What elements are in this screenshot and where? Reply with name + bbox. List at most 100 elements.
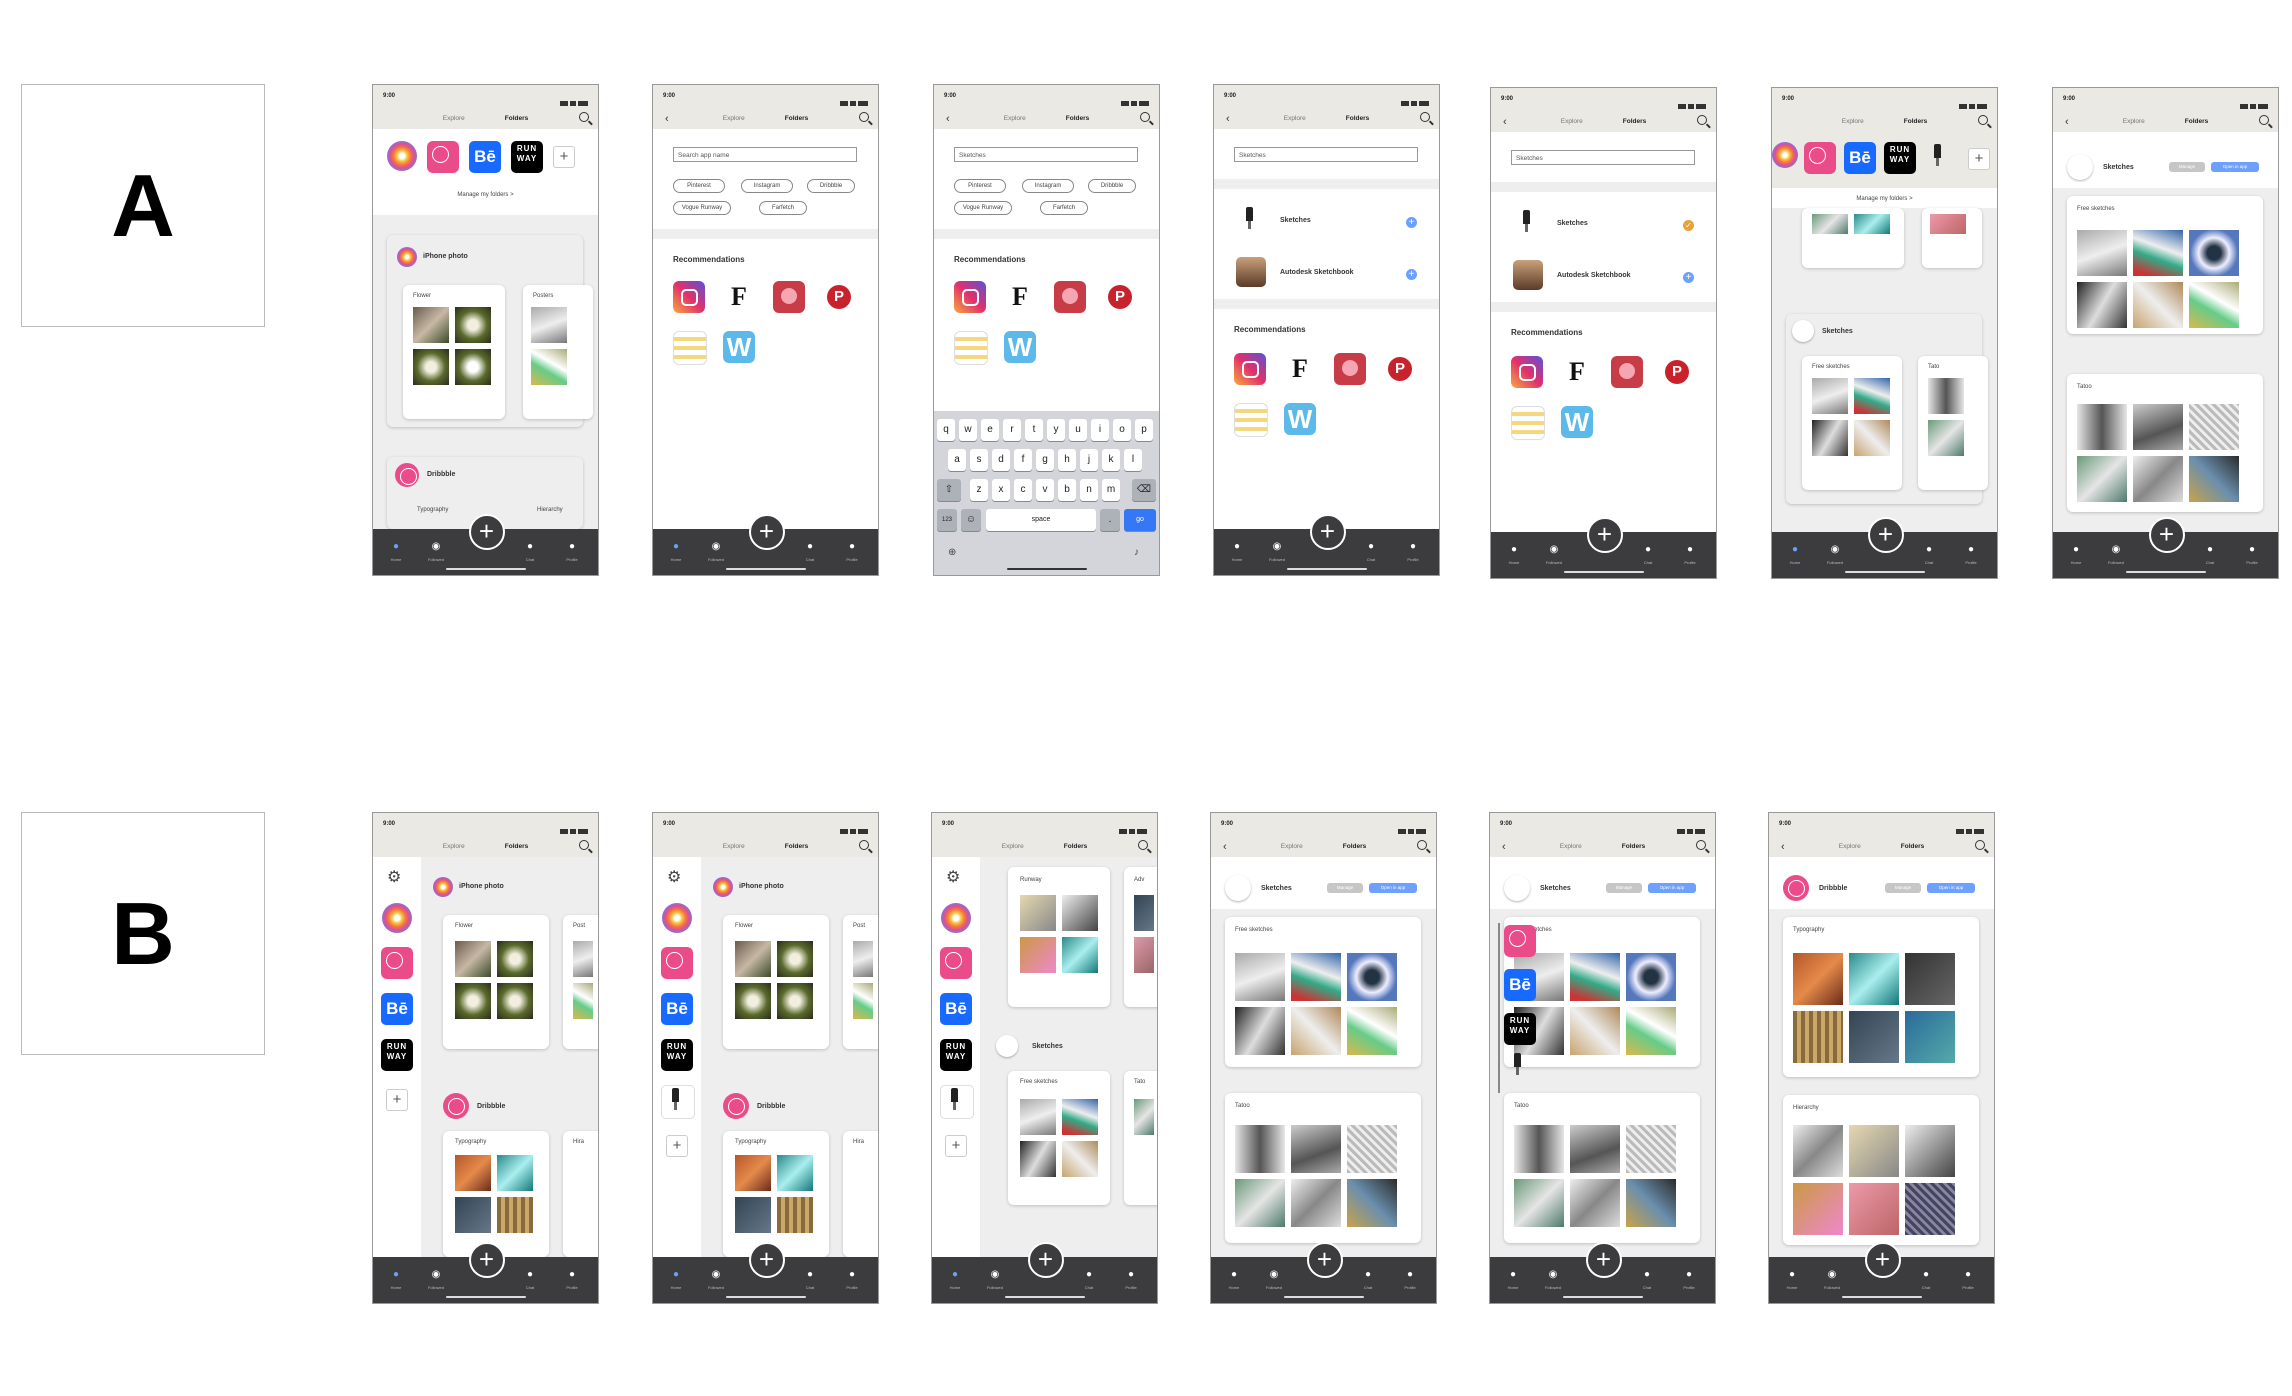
manage-button[interactable]: Manage xyxy=(1606,883,1642,893)
farfetch-app-icon[interactable]: F xyxy=(723,281,755,313)
behance-app-icon[interactable]: Bē xyxy=(1844,142,1876,174)
tab-folders[interactable]: Folders xyxy=(2184,118,2209,125)
numbers-key[interactable]: 123 xyxy=(937,509,957,531)
tab-explore[interactable]: Explore xyxy=(1841,118,1864,125)
farfetch-app-icon[interactable]: F xyxy=(1561,356,1593,388)
manage-button[interactable]: Manage xyxy=(2169,162,2205,172)
runway-app-icon[interactable]: RUN WAY xyxy=(511,141,543,173)
key[interactable]: m xyxy=(1102,479,1120,501)
key[interactable]: j xyxy=(1080,449,1098,471)
search-input[interactable]: Sketches xyxy=(954,147,1138,162)
behance-app-icon[interactable]: Bē xyxy=(469,141,501,173)
profile-icon[interactable]: ● xyxy=(1409,541,1417,552)
album-post[interactable] xyxy=(563,915,598,1049)
key[interactable]: e xyxy=(981,419,999,441)
key[interactable]: d xyxy=(992,449,1010,471)
tab-explore[interactable]: Explore xyxy=(1001,843,1024,850)
photos-app-icon[interactable] xyxy=(387,141,417,171)
tab-explore[interactable]: Explore xyxy=(1838,843,1861,850)
album-free-sketches[interactable] xyxy=(1008,1071,1110,1205)
key[interactable]: s xyxy=(970,449,988,471)
add-button[interactable]: + xyxy=(748,514,785,550)
profile-icon[interactable]: ● xyxy=(848,541,856,552)
home-icon[interactable]: ● xyxy=(1233,541,1241,552)
home-icon[interactable]: ● xyxy=(672,541,680,552)
chip[interactable]: Farfetch xyxy=(1040,201,1088,215)
key[interactable]: . xyxy=(1100,509,1120,531)
chip[interactable]: Pinterest xyxy=(954,179,1006,193)
pinterest-app-icon[interactable] xyxy=(1661,356,1693,388)
key[interactable]: x xyxy=(992,479,1010,501)
search-icon[interactable] xyxy=(1138,840,1148,850)
profile-icon[interactable]: ● xyxy=(1686,544,1694,555)
wiki-app-icon[interactable]: W xyxy=(1561,406,1593,438)
profile-icon[interactable]: ● xyxy=(2248,544,2256,555)
key[interactable]: z xyxy=(970,479,988,501)
runway-app-icon[interactable]: RUN WAY xyxy=(1884,142,1916,174)
tab-folders[interactable]: Folders xyxy=(1900,843,1925,850)
eye-icon[interactable]: ◉ xyxy=(1269,1269,1279,1280)
emoji-key[interactable]: ☺ xyxy=(961,509,981,531)
chip[interactable]: Instagram xyxy=(741,179,793,193)
profile-icon[interactable]: ● xyxy=(568,541,576,552)
profile-icon[interactable]: ● xyxy=(1685,1269,1693,1280)
search-icon[interactable] xyxy=(1697,115,1707,125)
search-icon[interactable] xyxy=(1420,112,1430,122)
dribbble-app-icon[interactable] xyxy=(661,947,693,979)
eye-icon[interactable]: ◉ xyxy=(711,541,721,552)
key[interactable]: l xyxy=(1124,449,1142,471)
globe-icon[interactable]: ⊕ xyxy=(948,547,957,558)
key[interactable]: f xyxy=(1014,449,1032,471)
chat-icon[interactable]: ● xyxy=(1367,541,1375,552)
chip[interactable]: Dribbble xyxy=(1088,179,1136,193)
sketches-app-icon[interactable] xyxy=(1504,1051,1536,1083)
microphone-icon[interactable]: ♪ xyxy=(1134,547,1139,558)
search-icon[interactable] xyxy=(859,840,869,850)
search-icon[interactable] xyxy=(1975,840,1985,850)
home-icon[interactable]: ● xyxy=(1788,1269,1796,1280)
open-in-app-button[interactable]: Open in app xyxy=(1927,883,1975,893)
chat-icon[interactable]: ● xyxy=(806,541,814,552)
home-icon[interactable]: ● xyxy=(1791,544,1799,555)
dribbble-app-icon[interactable] xyxy=(381,947,413,979)
tab-folders[interactable]: Folders xyxy=(1342,843,1367,850)
album-tatoo[interactable] xyxy=(1124,1071,1157,1205)
tab-explore[interactable]: Explore xyxy=(722,115,745,122)
key[interactable]: q xyxy=(937,419,955,441)
notes-app-icon[interactable] xyxy=(1511,406,1545,440)
tab-folders[interactable]: Folders xyxy=(1345,115,1370,122)
back-icon[interactable]: ‹ xyxy=(1503,116,1507,128)
add-button[interactable]: + xyxy=(1867,517,1904,553)
add-button[interactable]: + xyxy=(2148,517,2185,553)
album-flower[interactable] xyxy=(723,915,829,1049)
search-icon[interactable] xyxy=(1140,112,1150,122)
add-button[interactable]: + xyxy=(1027,1242,1064,1278)
dribbble-app-icon[interactable] xyxy=(940,947,972,979)
profile-icon[interactable]: ● xyxy=(848,1269,856,1280)
key[interactable]: r xyxy=(1003,419,1021,441)
search-icon[interactable] xyxy=(1978,115,1988,125)
chip[interactable]: Dribbble xyxy=(807,179,855,193)
dribbble-app-icon[interactable] xyxy=(1334,353,1366,385)
add-folder-button[interactable]: + xyxy=(945,1135,967,1157)
album-flower[interactable] xyxy=(443,915,549,1049)
home-icon[interactable]: ● xyxy=(672,1269,680,1280)
back-icon[interactable]: ‹ xyxy=(1502,841,1506,853)
search-input[interactable]: Sketches xyxy=(1511,150,1695,165)
key[interactable]: n xyxy=(1080,479,1098,501)
tab-explore[interactable]: Explore xyxy=(1560,118,1583,125)
runway-app-icon[interactable]: RUN WAY xyxy=(661,1039,693,1071)
search-icon[interactable] xyxy=(579,840,589,850)
profile-icon[interactable]: ● xyxy=(568,1269,576,1280)
back-icon[interactable]: ‹ xyxy=(1781,841,1785,853)
home-icon[interactable]: ● xyxy=(2072,544,2080,555)
eye-icon[interactable]: ◉ xyxy=(1830,544,1840,555)
add-folder-button[interactable]: + xyxy=(666,1135,688,1157)
tab-folders[interactable]: Folders xyxy=(784,843,809,850)
eye-icon[interactable]: ◉ xyxy=(990,1269,1000,1280)
dribbble-app-icon[interactable] xyxy=(1804,142,1836,174)
eye-icon[interactable]: ◉ xyxy=(431,541,441,552)
back-icon[interactable]: ‹ xyxy=(2065,116,2069,128)
eye-icon[interactable]: ◉ xyxy=(1548,1269,1558,1280)
album-typography[interactable] xyxy=(443,1131,549,1257)
